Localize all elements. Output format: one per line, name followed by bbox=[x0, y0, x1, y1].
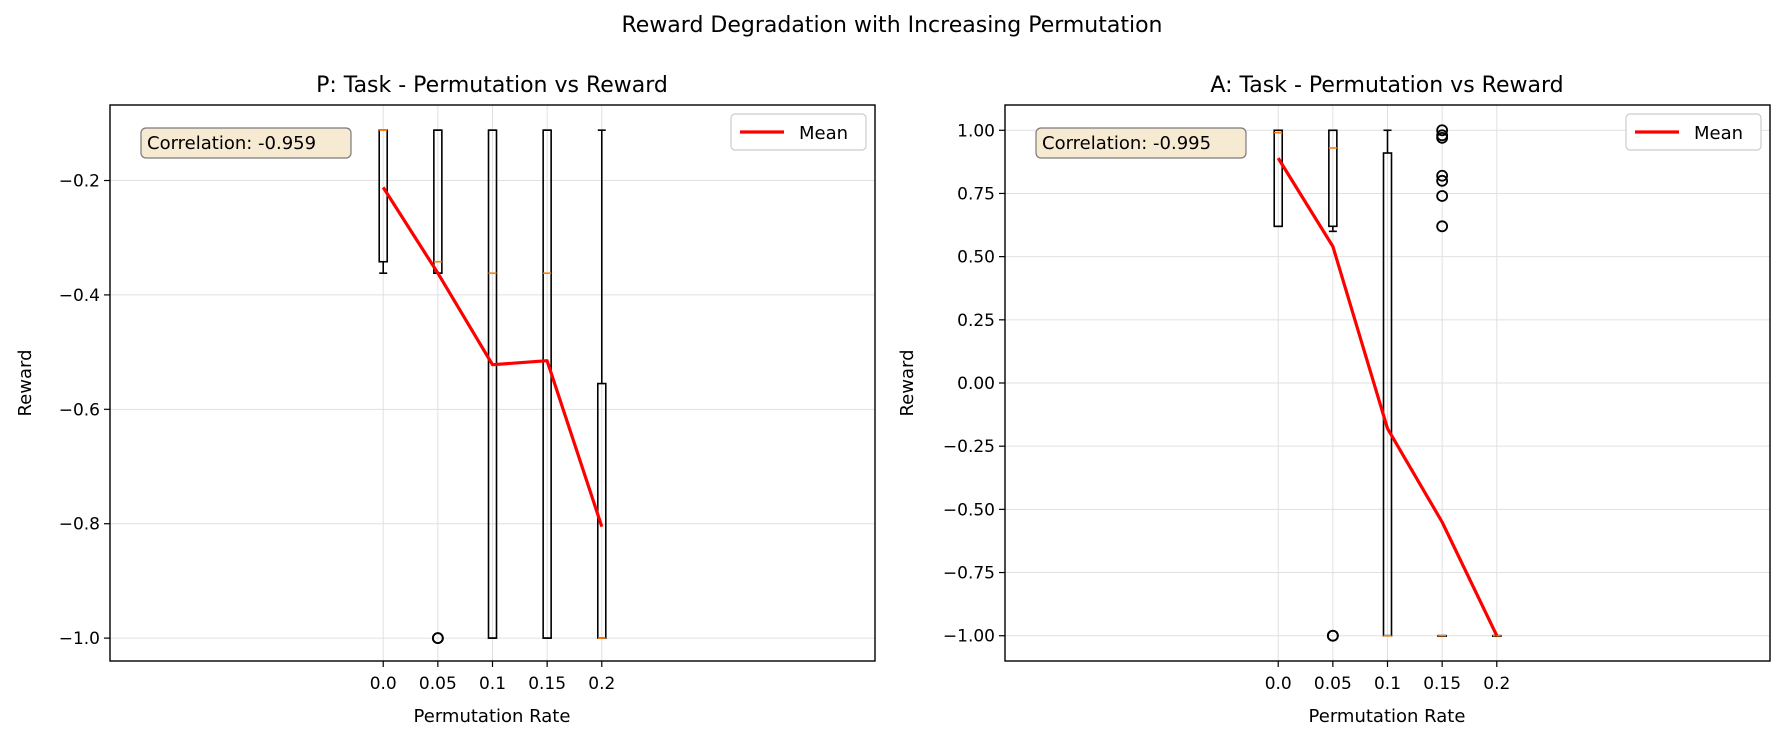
correlation-annotation: Correlation: -0.995 bbox=[1035, 127, 1247, 159]
legend-mean-label: Mean bbox=[799, 123, 848, 144]
plot-area: 1.00 0.75 0.50 0.25 0.00 −0.25 −0.50 −0.75 −1.00… bbox=[943, 104, 1771, 694]
y-tick-label: −0.2 bbox=[59, 172, 100, 192]
flier-point bbox=[1326, 629, 1339, 642]
mean-line bbox=[1276, 157, 1499, 637]
box-iqr bbox=[1273, 129, 1284, 228]
x-axis-label: Permutation Rate bbox=[414, 706, 571, 727]
correlation-text: Correlation: -0.959 bbox=[147, 133, 316, 154]
y-tick-label: −0.6 bbox=[59, 400, 100, 420]
flier-point bbox=[1436, 169, 1449, 182]
y-tick-label: 0.25 bbox=[957, 311, 995, 331]
x-tick-label: 0.05 bbox=[419, 674, 457, 694]
box-0 bbox=[1273, 129, 1284, 228]
correlation-box bbox=[140, 127, 352, 159]
flier-point bbox=[431, 632, 444, 645]
box-0.1 bbox=[487, 129, 498, 639]
box-iqr bbox=[542, 129, 552, 639]
y-tick-label: 0.00 bbox=[957, 374, 995, 394]
y-tick-label: −0.25 bbox=[943, 437, 995, 457]
panel-title: P: Task - Permutation vs Reward bbox=[316, 73, 668, 98]
y-tick-label: −0.8 bbox=[59, 515, 100, 535]
figure-suptitle: Reward Degradation with Increasing Permu… bbox=[621, 13, 1162, 38]
flier-point bbox=[1436, 124, 1449, 137]
y-tick-label: −1.0 bbox=[59, 629, 100, 649]
flier-point bbox=[1436, 220, 1449, 233]
panel-a-task: A: Task - Permutation vs Reward Permutat… bbox=[897, 73, 1771, 727]
legend-box bbox=[730, 113, 867, 151]
box-0.15 bbox=[1436, 124, 1449, 638]
y-tick-label: 1.00 bbox=[957, 121, 995, 141]
panel-title: A: Task - Permutation vs Reward bbox=[1210, 73, 1563, 98]
box-0.2 bbox=[1491, 634, 1502, 638]
x-axis-label: Permutation Rate bbox=[1309, 706, 1466, 727]
plot-area: −0.2 −0.4 −0.6 −0.8 −1.0 0.0 0.05 0.1 0.15 0.2 bbox=[59, 104, 876, 694]
x-tick-label: 0.2 bbox=[1483, 674, 1510, 694]
panel-p-task: P: Task - Permutation vs Reward Permutat… bbox=[15, 73, 876, 727]
correlation-text: Correlation: -0.995 bbox=[1042, 133, 1211, 154]
y-axis-label: Reward bbox=[15, 349, 36, 416]
x-tick-label: 0.0 bbox=[1265, 674, 1292, 694]
y-tick-label: −0.75 bbox=[943, 564, 995, 584]
y-tick-label: −0.4 bbox=[59, 286, 100, 306]
box-iqr bbox=[487, 129, 498, 639]
x-tick-label: 0.2 bbox=[588, 674, 615, 694]
legend-mean-label: Mean bbox=[1694, 123, 1743, 144]
y-axis-label: Reward bbox=[897, 349, 918, 416]
x-tick-label: 0.15 bbox=[1423, 674, 1461, 694]
y-tick-label: −1.00 bbox=[943, 627, 995, 647]
box-0.1 bbox=[1382, 129, 1393, 637]
x-tick-label: 0.15 bbox=[528, 674, 566, 694]
x-tick-label: 0.1 bbox=[479, 674, 506, 694]
x-tick-label: 0.1 bbox=[1374, 674, 1401, 694]
correlation-annotation: Correlation: -0.959 bbox=[140, 127, 352, 159]
y-tick-label: 0.75 bbox=[957, 184, 995, 204]
legend: Mean bbox=[1625, 113, 1762, 151]
legend-box bbox=[1625, 113, 1762, 151]
flier-point bbox=[1436, 131, 1449, 144]
box-iqr bbox=[1328, 129, 1338, 228]
flier-point bbox=[1436, 190, 1449, 202]
y-tick-label: −0.50 bbox=[943, 500, 995, 520]
x-tick-label: 0.0 bbox=[370, 674, 397, 694]
box-0.05 bbox=[1326, 129, 1339, 642]
mean-line bbox=[381, 186, 604, 528]
y-tick-label: 0.50 bbox=[957, 248, 995, 268]
flier-point bbox=[1436, 174, 1449, 187]
x-tick-label: 0.05 bbox=[1314, 674, 1352, 694]
correlation-box bbox=[1035, 127, 1247, 159]
box-0.15 bbox=[542, 129, 552, 639]
legend: Mean bbox=[730, 113, 867, 151]
